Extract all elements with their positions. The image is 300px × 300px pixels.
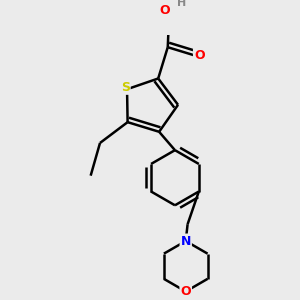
- Text: H: H: [177, 0, 186, 8]
- Text: O: O: [194, 49, 205, 62]
- Text: N: N: [181, 235, 191, 248]
- Text: O: O: [180, 285, 191, 298]
- Text: S: S: [121, 81, 130, 94]
- Text: O: O: [159, 4, 170, 17]
